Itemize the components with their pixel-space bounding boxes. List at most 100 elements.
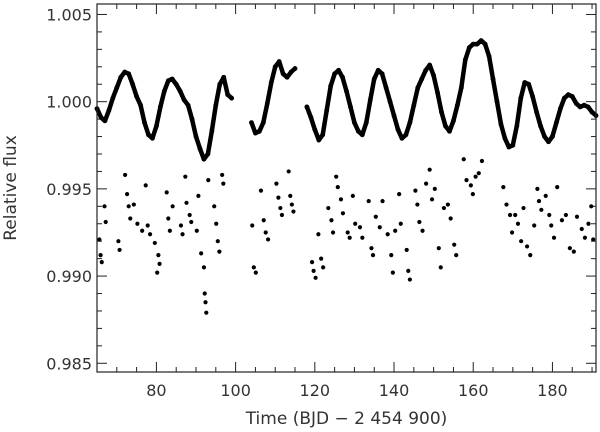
outlier-point — [536, 198, 542, 204]
light-curve-point — [371, 76, 377, 82]
outlier-point — [156, 253, 161, 258]
light-curve-point — [466, 45, 472, 51]
outlier-point — [549, 223, 554, 228]
light-curve-point — [443, 123, 448, 129]
light-curve-point — [197, 146, 203, 152]
outlier-point — [353, 221, 358, 226]
light-curve-point — [268, 80, 274, 85]
outlier-point — [452, 242, 457, 247]
outlier-point — [524, 244, 530, 249]
outlier-point — [432, 186, 437, 191]
light-curve-point — [486, 53, 492, 59]
outlier-point — [407, 277, 412, 282]
light-curve-point — [332, 71, 338, 77]
x-tick-label: 160 — [458, 381, 489, 400]
light-curve-point — [165, 78, 171, 84]
outlier-point — [420, 228, 425, 233]
outlier-point — [131, 202, 136, 207]
light-curve-point — [189, 116, 195, 122]
x-tick-label: 120 — [300, 381, 331, 400]
light-curve-point — [355, 128, 361, 134]
outlier-point — [147, 232, 153, 237]
outlier-point — [468, 183, 473, 188]
outlier-point — [454, 253, 459, 258]
outlier-point — [117, 247, 122, 253]
light-curve-point — [573, 101, 579, 106]
light-curve-point — [546, 139, 551, 145]
outlier-point — [97, 237, 102, 242]
light-curve-point — [557, 106, 563, 112]
outlier-point — [591, 237, 596, 242]
outlier-point — [559, 218, 565, 223]
outlier-point — [398, 221, 403, 226]
light-curve-point — [510, 142, 516, 148]
outlier-point — [429, 197, 435, 202]
outlier-point — [221, 181, 226, 186]
outlier-point — [274, 181, 279, 186]
light-curve-point — [138, 102, 143, 108]
y-tick-label: 0.985 — [46, 354, 92, 373]
light-curve-point — [276, 59, 282, 64]
light-curve-point — [154, 123, 159, 129]
outlier-point — [184, 200, 189, 205]
x-tick-label: 140 — [379, 381, 410, 400]
outlier-point — [413, 188, 418, 193]
outlier-point — [589, 204, 594, 209]
light-curve-point — [122, 69, 128, 75]
light-curve-point — [490, 76, 496, 82]
outlier-point — [445, 202, 450, 207]
light-curve-point — [169, 76, 175, 82]
x-tick-label: 80 — [146, 381, 166, 400]
outlier-point — [263, 230, 268, 235]
y-axis-title: Relative flux — [1, 135, 21, 241]
outlier-point — [189, 219, 194, 225]
light-curve-point — [352, 120, 357, 125]
light-curve-point — [399, 135, 405, 141]
light-curve-point — [569, 94, 575, 99]
light-curve-point — [403, 132, 409, 138]
light-curve-point — [561, 95, 567, 101]
outlier-point — [187, 212, 192, 218]
light-curve-point — [375, 67, 381, 73]
outlier-point — [253, 270, 258, 275]
outlier-point — [436, 246, 441, 251]
outlier-point — [279, 212, 285, 218]
light-curve-point — [213, 102, 219, 108]
light-curve-point — [363, 120, 369, 125]
light-curve-point — [423, 67, 429, 73]
outlier-point — [157, 261, 162, 266]
light-curve-point — [256, 128, 262, 134]
light-curve-point — [577, 104, 583, 110]
light-curve-point — [173, 81, 179, 87]
outlier-point — [479, 158, 485, 164]
outlier-point — [123, 172, 128, 178]
outlier-point — [276, 195, 281, 200]
outlier-point — [321, 265, 326, 270]
outlier-point — [178, 223, 184, 228]
light-curve-point — [98, 114, 104, 120]
outlier-point — [507, 212, 513, 218]
outlier-point — [513, 212, 518, 218]
y-tick-label: 0.995 — [46, 180, 92, 199]
outlier-point — [461, 157, 466, 162]
outlier-point — [152, 240, 157, 246]
outlier-point — [380, 198, 385, 204]
plot-frame — [96, 3, 597, 373]
light-curve-point — [367, 97, 373, 103]
outlier-point — [309, 260, 315, 265]
light-curve-point — [177, 88, 183, 94]
light-curve-point — [454, 102, 460, 108]
outlier-point — [206, 178, 211, 183]
outlier-point — [567, 246, 572, 251]
light-curve-point — [379, 71, 385, 77]
x-tick-label: 100 — [220, 381, 251, 400]
light-curve-point — [249, 120, 254, 125]
light-curve-point — [387, 99, 393, 105]
outlier-point — [574, 214, 580, 219]
light-curve-point — [336, 67, 341, 73]
outlier-point — [360, 235, 365, 240]
outlier-point — [571, 249, 576, 254]
outlier-point — [551, 235, 557, 240]
outlier-point — [102, 204, 107, 209]
outlier-point — [504, 202, 509, 207]
